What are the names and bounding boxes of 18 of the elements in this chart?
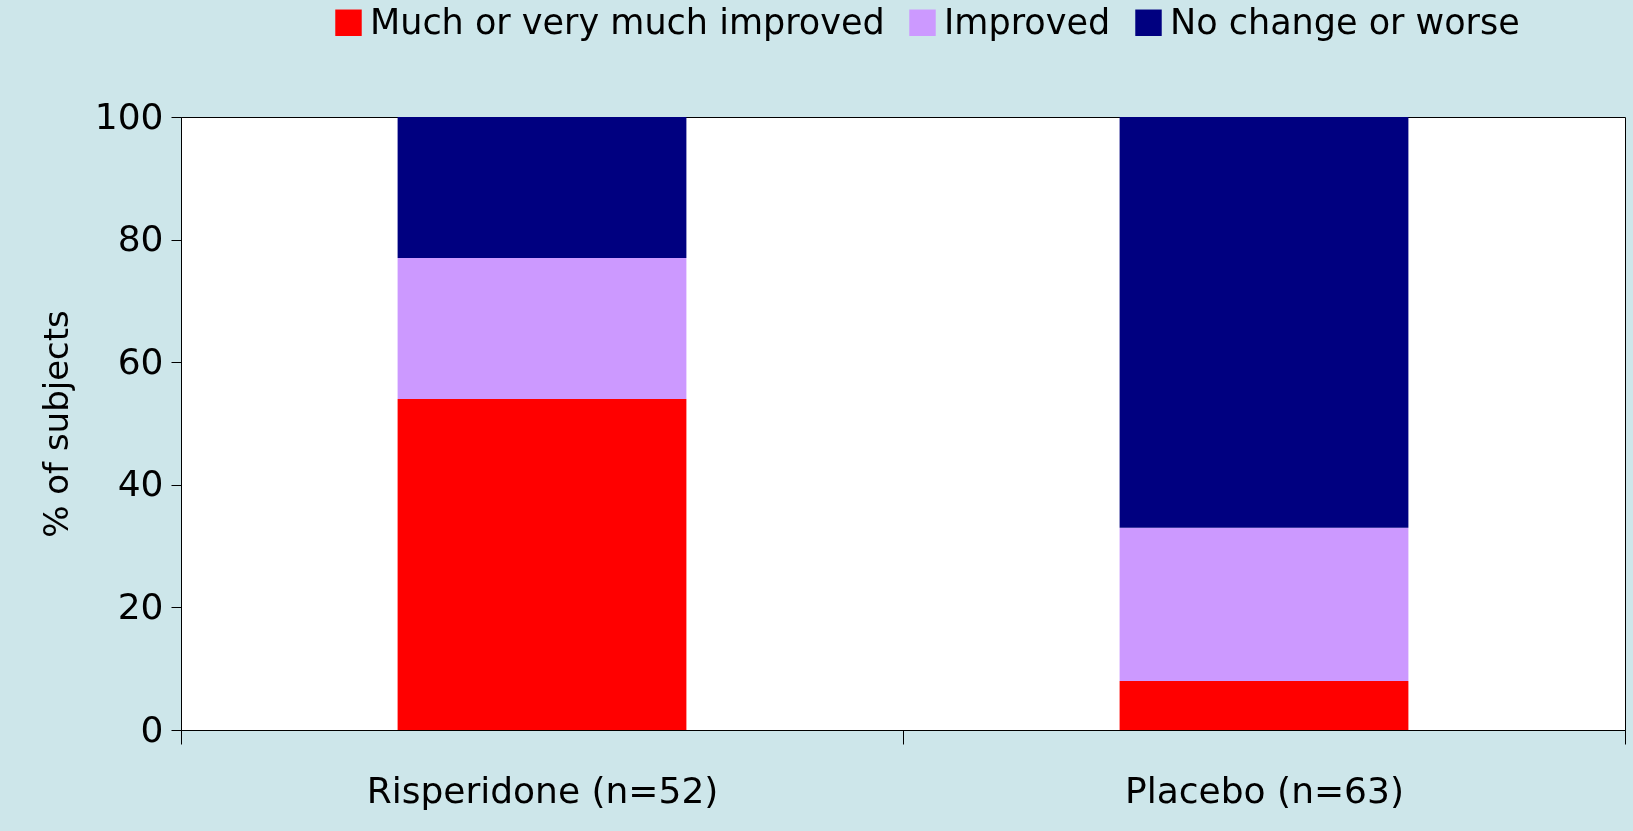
y-tick-label: 0	[140, 708, 164, 750]
legend-label: Improved	[944, 1, 1111, 42]
bar	[1119, 527, 1409, 681]
y-tick-label: 80	[117, 218, 164, 260]
x-tick-label: Risperidone (n=52)	[366, 769, 719, 811]
bar	[1119, 117, 1409, 528]
y-tick-label: 60	[117, 340, 164, 382]
legend-label: Much or very much improved	[370, 1, 885, 42]
y-tick-label: 100	[94, 95, 164, 137]
y-tick-label: 20	[117, 585, 164, 627]
y-tick-label: 40	[117, 463, 164, 505]
bar	[397, 257, 687, 399]
legend-label: No change or worse	[1170, 1, 1520, 42]
bar	[397, 398, 687, 730]
bar	[397, 117, 687, 258]
bar	[1119, 680, 1409, 730]
y-axis-title: % of subjects	[35, 310, 76, 538]
x-tick-label: Placebo (n=63)	[1125, 769, 1404, 811]
